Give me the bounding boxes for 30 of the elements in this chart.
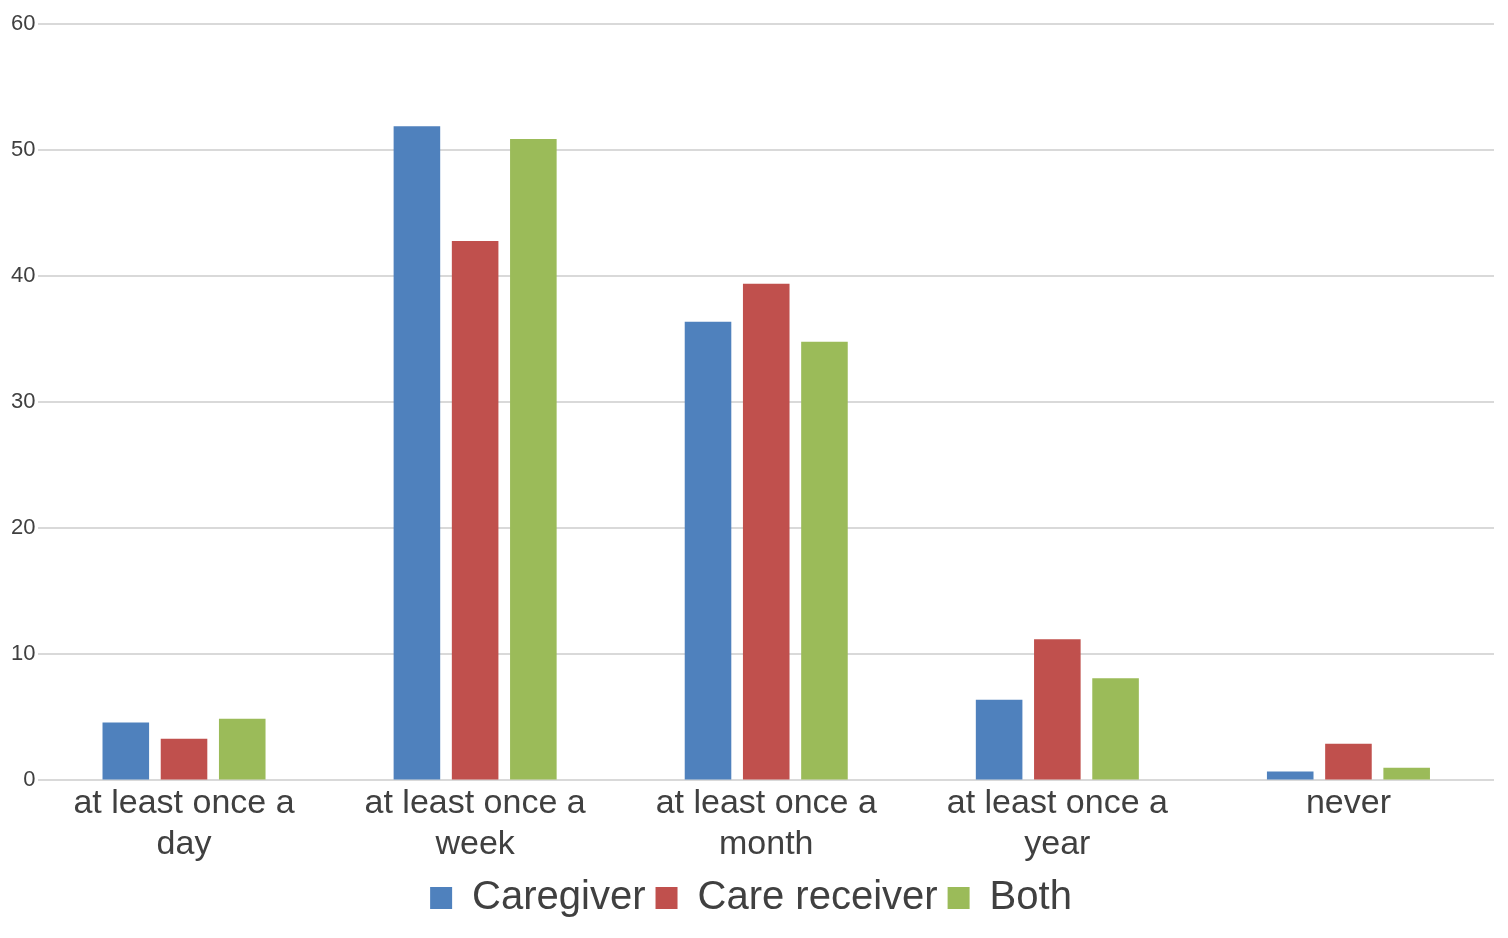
bar: [160, 738, 208, 780]
y-tick-label: 20: [10, 514, 36, 540]
x-tick-label: never: [1305, 782, 1391, 821]
bar: [1325, 743, 1372, 780]
legend-label: Care receiver: [697, 873, 938, 918]
y-tick-label: 40: [10, 262, 36, 288]
bar: [510, 138, 557, 780]
bar: [451, 240, 499, 780]
x-tick-label: at least once a day: [73, 782, 295, 861]
y-tick-label: 0: [23, 766, 36, 792]
bar: [218, 718, 266, 780]
bar: [975, 699, 1023, 780]
bar: [801, 341, 848, 780]
x-tick-label: at least once a week: [364, 782, 586, 861]
bar: [1383, 767, 1430, 780]
y-tick-label: 30: [10, 388, 36, 414]
y-tick-label: 10: [10, 640, 36, 666]
bar: [1266, 771, 1314, 780]
x-tick-label: at least once a month: [655, 782, 877, 861]
bar: [102, 722, 150, 780]
x-tick-label: at least once a year: [946, 782, 1168, 861]
y-tick-label: 50: [10, 136, 36, 162]
legend-label: Both: [989, 873, 1072, 918]
bar: [393, 126, 441, 780]
legend-label: Caregiver: [472, 873, 646, 918]
bar: [684, 321, 732, 780]
bar: [742, 283, 790, 780]
bar: [1092, 678, 1139, 780]
y-tick-label: 60: [10, 10, 36, 36]
bar: [1034, 639, 1081, 780]
